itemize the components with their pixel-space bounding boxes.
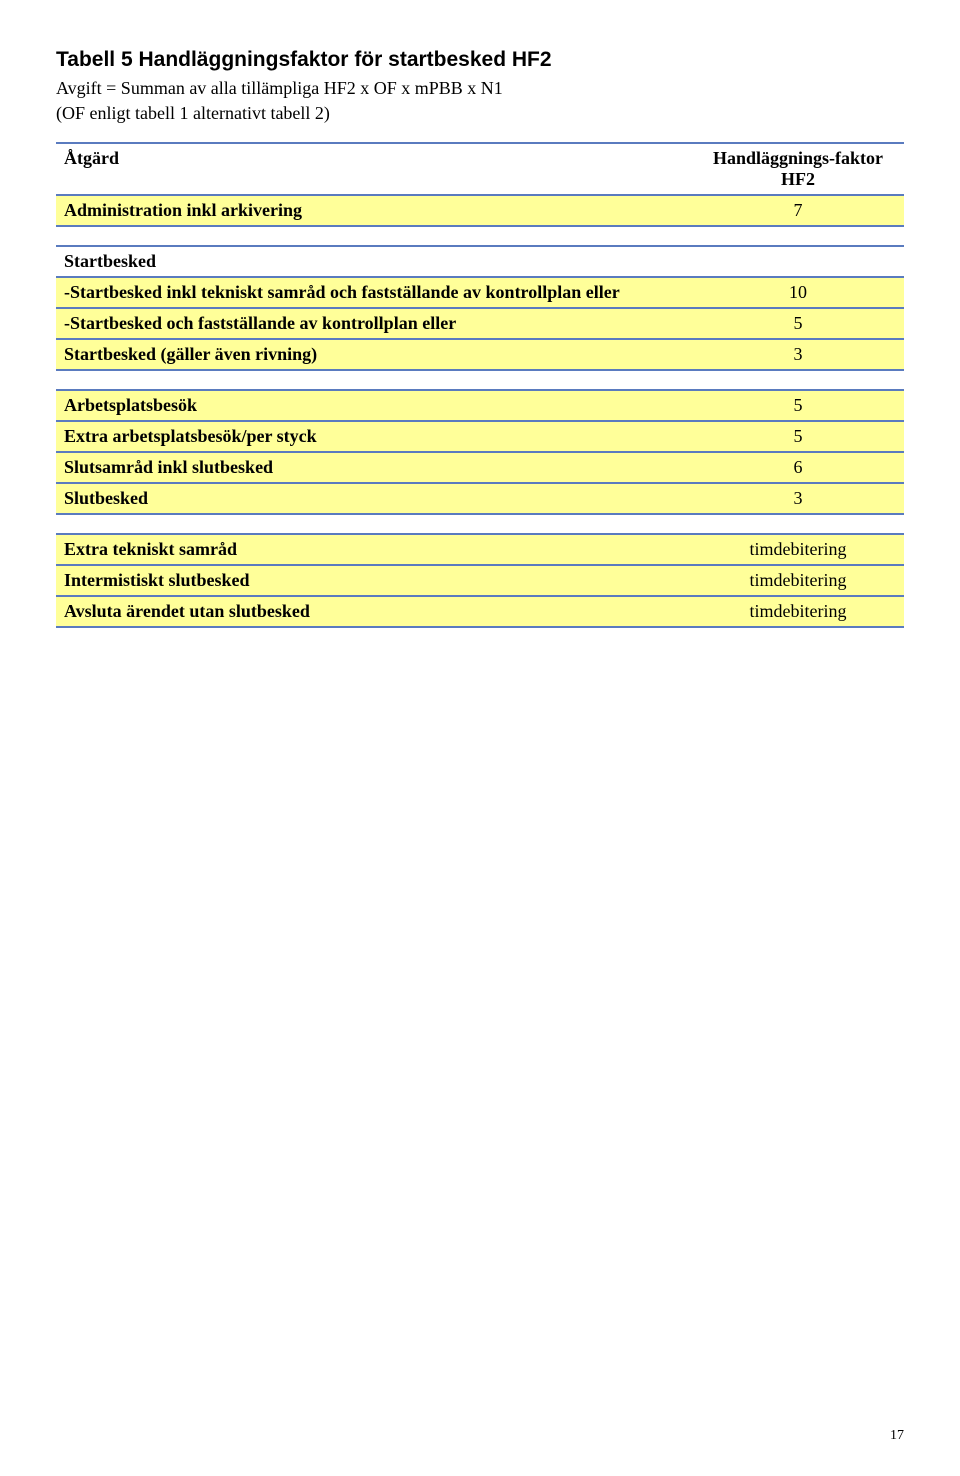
header-atgard: Åtgärd [56,143,692,195]
page-title: Tabell 5 Handläggningsfaktor för startbe… [56,48,904,72]
table-row: -Startbesked inkl tekniskt samråd och fa… [56,277,904,308]
table-header-row: Åtgärd Handläggnings-faktor HF2 [56,143,904,195]
row-label: -Startbesked inkl tekniskt samråd och fa… [56,277,692,308]
row-value: timdebitering [692,596,904,627]
table-block-2: Startbesked -Startbesked inkl tekniskt s… [56,245,904,371]
formula-line: Avgift = Summan av alla tillämpliga HF2 … [56,78,904,99]
table-block-4: Extra tekniskt samråd timdebitering Inte… [56,533,904,628]
table-row: Startbesked (gäller även rivning) 3 [56,339,904,370]
row-value: timdebitering [692,565,904,596]
row-label: Startbesked (gäller även rivning) [56,339,692,370]
page-number: 17 [890,1428,904,1444]
row-label: Avsluta ärendet utan slutbesked [56,596,692,627]
row-value: 5 [692,421,904,452]
table-header-row: Startbesked [56,246,904,277]
table-row: Arbetsplatsbesök 5 [56,390,904,421]
row-label: Arbetsplatsbesök [56,390,692,421]
row-label: Extra tekniskt samråd [56,534,692,565]
table-row: Avsluta ärendet utan slutbesked timdebit… [56,596,904,627]
row-value: 5 [692,308,904,339]
row-value: 5 [692,390,904,421]
row-label: Slutsamråd inkl slutbesked [56,452,692,483]
row-label: Slutbesked [56,483,692,514]
row-value: 10 [692,277,904,308]
table-row: Extra tekniskt samråd timdebitering [56,534,904,565]
row-label: Administration inkl arkivering [56,195,692,226]
table-block-3: Arbetsplatsbesök 5 Extra arbetsplatsbesö… [56,389,904,515]
row-value: 6 [692,452,904,483]
row-value: 3 [692,483,904,514]
table-row: -Startbesked och fastställande av kontro… [56,308,904,339]
table-row: Slutsamråd inkl slutbesked 6 [56,452,904,483]
row-label: Extra arbetsplatsbesök/per styck [56,421,692,452]
table-row: Intermistiskt slutbesked timdebitering [56,565,904,596]
note-line: (OF enligt tabell 1 alternativt tabell 2… [56,103,904,124]
header-startbesked: Startbesked [56,246,904,277]
row-label: -Startbesked och fastställande av kontro… [56,308,692,339]
table-row: Administration inkl arkivering 7 [56,195,904,226]
row-value: timdebitering [692,534,904,565]
table-block-1: Åtgärd Handläggnings-faktor HF2 Administ… [56,142,904,227]
table-row: Slutbesked 3 [56,483,904,514]
table-row: Extra arbetsplatsbesök/per styck 5 [56,421,904,452]
header-hf2: Handläggnings-faktor HF2 [692,143,904,195]
row-value: 7 [692,195,904,226]
row-label: Intermistiskt slutbesked [56,565,692,596]
row-value: 3 [692,339,904,370]
